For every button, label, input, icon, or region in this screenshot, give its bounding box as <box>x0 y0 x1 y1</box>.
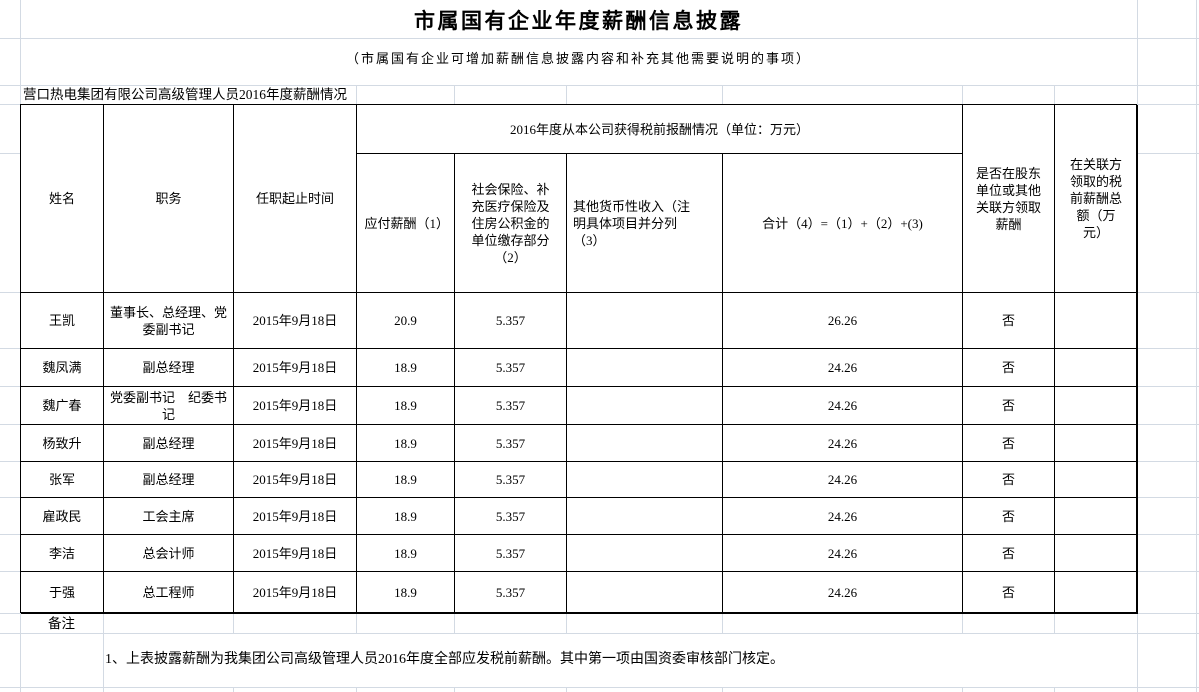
cell-total[interactable]: 24.26 <box>723 498 963 535</box>
salary-table: 姓名 职务 任职起止时间 2016年度从本公司获得税前报酬情况（单位：万元） 应… <box>20 104 1138 614</box>
cell-position[interactable]: 总会计师 <box>104 535 234 572</box>
cell-other[interactable] <box>567 535 723 572</box>
col-header-position[interactable]: 职务 <box>104 105 234 293</box>
cell-related-total[interactable] <box>1055 349 1138 387</box>
cell-related[interactable]: 否 <box>963 425 1055 462</box>
cell-payable[interactable]: 20.9 <box>357 293 455 349</box>
cell-payable[interactable]: 18.9 <box>357 425 455 462</box>
remark-label: 备注 <box>48 616 75 631</box>
cell-related-total[interactable] <box>1055 498 1138 535</box>
cell-related-total[interactable] <box>1055 462 1138 498</box>
cell-total[interactable]: 24.26 <box>723 425 963 462</box>
cell-tenure[interactable]: 2015年9月18日 <box>234 349 357 387</box>
cell-tenure[interactable]: 2015年9月18日 <box>234 572 357 614</box>
cell-other[interactable] <box>567 349 723 387</box>
cell-payable[interactable]: 18.9 <box>357 387 455 425</box>
cell-related-total[interactable] <box>1055 387 1138 425</box>
section-title: 营口热电集团有限公司高级管理人员2016年度薪酬情况 <box>23 87 347 102</box>
cell-total[interactable]: 24.26 <box>723 535 963 572</box>
cell-payable[interactable]: 18.9 <box>357 498 455 535</box>
cell-other[interactable] <box>567 572 723 614</box>
group-header-pretax-compensation[interactable]: 2016年度从本公司获得税前报酬情况（单位：万元） <box>357 105 963 154</box>
cell-insurance[interactable]: 5.357 <box>455 425 567 462</box>
cell-position[interactable]: 董事长、总经理、党委副书记 <box>104 293 234 349</box>
cell-total[interactable]: 24.26 <box>723 349 963 387</box>
cell-related[interactable]: 否 <box>963 293 1055 349</box>
col-header-related-party[interactable]: 是否在股东单位或其他关联方领取薪酬 <box>963 105 1055 293</box>
cell-related[interactable]: 否 <box>963 387 1055 425</box>
cell-total[interactable]: 26.26 <box>723 293 963 349</box>
cell-related[interactable]: 否 <box>963 572 1055 614</box>
cell-other[interactable] <box>567 293 723 349</box>
cell-position[interactable]: 工会主席 <box>104 498 234 535</box>
cell-name[interactable]: 王凯 <box>21 293 104 349</box>
cell-related-total[interactable] <box>1055 425 1138 462</box>
cell-tenure[interactable]: 2015年9月18日 <box>234 293 357 349</box>
cell-payable[interactable]: 18.9 <box>357 535 455 572</box>
col-header-tenure[interactable]: 任职起止时间 <box>234 105 357 293</box>
cell-tenure[interactable]: 2015年9月18日 <box>234 387 357 425</box>
cell-related[interactable]: 否 <box>963 349 1055 387</box>
cell-other[interactable] <box>567 498 723 535</box>
col-header-insurance[interactable]: 社会保险、补充医疗保险及住房公积金的单位缴存部分（2） <box>455 154 567 293</box>
cell-related-total[interactable] <box>1055 293 1138 349</box>
cell-tenure[interactable]: 2015年9月18日 <box>234 498 357 535</box>
page-subtitle: （市属国有企业可增加薪酬信息披露内容和补充其他需要说明的事项） <box>345 51 811 66</box>
cell-name[interactable]: 魏凤满 <box>21 349 104 387</box>
cell-total[interactable]: 24.26 <box>723 572 963 614</box>
cell-other[interactable] <box>567 425 723 462</box>
col-header-name[interactable]: 姓名 <box>21 105 104 293</box>
cell-name[interactable]: 于强 <box>21 572 104 614</box>
cell-name[interactable]: 杨致升 <box>21 425 104 462</box>
cell-tenure[interactable]: 2015年9月18日 <box>234 535 357 572</box>
cell-name[interactable]: 李洁 <box>21 535 104 572</box>
cell-insurance[interactable]: 5.357 <box>455 462 567 498</box>
cell-name[interactable]: 雇政民 <box>21 498 104 535</box>
cell-position[interactable]: 总工程师 <box>104 572 234 614</box>
cell-position[interactable]: 党委副书记 纪委书记 <box>104 387 234 425</box>
cell-total[interactable]: 24.26 <box>723 387 963 425</box>
cell-position[interactable]: 副总经理 <box>104 462 234 498</box>
col-header-total[interactable]: 合计（4）=（1）+（2）+(3) <box>723 154 963 293</box>
cell-position[interactable]: 副总经理 <box>104 425 234 462</box>
cell-payable[interactable]: 18.9 <box>357 572 455 614</box>
cell-related[interactable]: 否 <box>963 535 1055 572</box>
cell-related-total[interactable] <box>1055 535 1138 572</box>
page-title: 市属国有企业年度薪酬信息披露 <box>414 9 743 33</box>
cell-payable[interactable]: 18.9 <box>357 349 455 387</box>
note-text: 1、上表披露薪酬为我集团公司高级管理人员2016年度全部应发税前薪酬。其中第一项… <box>105 652 784 667</box>
cell-payable[interactable]: 18.9 <box>357 462 455 498</box>
cell-related-total[interactable] <box>1055 572 1138 614</box>
cell-related[interactable]: 否 <box>963 498 1055 535</box>
cell-tenure[interactable]: 2015年9月18日 <box>234 425 357 462</box>
cell-total[interactable]: 24.26 <box>723 462 963 498</box>
cell-insurance[interactable]: 5.357 <box>455 387 567 425</box>
cell-name[interactable]: 魏广春 <box>21 387 104 425</box>
col-header-other-income[interactable]: 其他货币性收入（注明具体项目并分列（3） <box>567 154 723 293</box>
cell-insurance[interactable]: 5.357 <box>455 572 567 614</box>
cell-other[interactable] <box>567 462 723 498</box>
col-header-payable[interactable]: 应付薪酬（1） <box>357 154 455 293</box>
cell-tenure[interactable]: 2015年9月18日 <box>234 462 357 498</box>
cell-insurance[interactable]: 5.357 <box>455 349 567 387</box>
cell-insurance[interactable]: 5.357 <box>455 535 567 572</box>
cell-insurance[interactable]: 5.357 <box>455 293 567 349</box>
cell-name[interactable]: 张军 <box>21 462 104 498</box>
cell-position[interactable]: 副总经理 <box>104 349 234 387</box>
cell-other[interactable] <box>567 387 723 425</box>
cell-related[interactable]: 否 <box>963 462 1055 498</box>
col-header-related-total[interactable]: 在关联方领取的税前薪酬总额（万元） <box>1055 105 1138 293</box>
cell-insurance[interactable]: 5.357 <box>455 498 567 535</box>
